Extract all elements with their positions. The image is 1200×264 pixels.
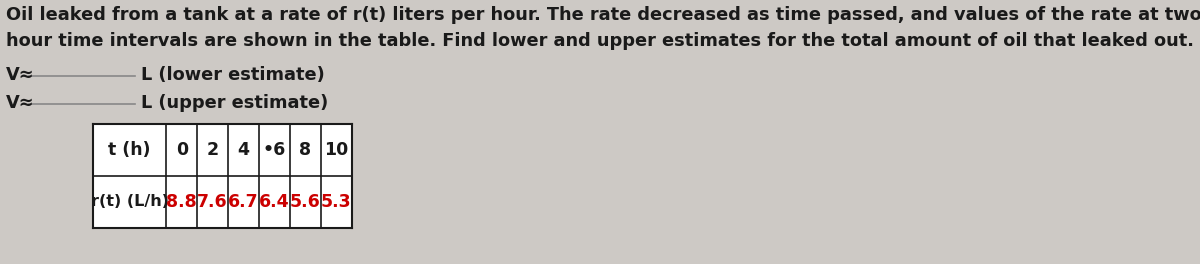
Text: 2: 2 (206, 141, 218, 159)
Text: 0: 0 (175, 141, 188, 159)
Text: 8.8: 8.8 (167, 193, 197, 211)
Text: L (lower estimate): L (lower estimate) (140, 66, 324, 84)
Text: 8: 8 (300, 141, 312, 159)
Text: Oil leaked from a tank at a rate of r(t) liters per hour. The rate decreased as : Oil leaked from a tank at a rate of r(t)… (6, 6, 1200, 24)
Text: 5.3: 5.3 (322, 193, 352, 211)
Text: hour time intervals are shown in the table. Find lower and upper estimates for t: hour time intervals are shown in the tab… (6, 32, 1194, 50)
Text: 7.6: 7.6 (197, 193, 228, 211)
Text: 10: 10 (324, 141, 348, 159)
Text: V≈: V≈ (6, 94, 35, 112)
Text: 6.4: 6.4 (259, 193, 290, 211)
Text: t (h): t (h) (108, 141, 151, 159)
Text: r(t) (L/h): r(t) (L/h) (90, 195, 168, 210)
Text: 6.7: 6.7 (228, 193, 259, 211)
Text: V≈: V≈ (6, 66, 35, 84)
Bar (92, 124, 352, 228)
Text: •6: •6 (263, 141, 286, 159)
Text: 4: 4 (238, 141, 250, 159)
Text: L (upper estimate): L (upper estimate) (140, 94, 328, 112)
Text: 5.6: 5.6 (290, 193, 320, 211)
